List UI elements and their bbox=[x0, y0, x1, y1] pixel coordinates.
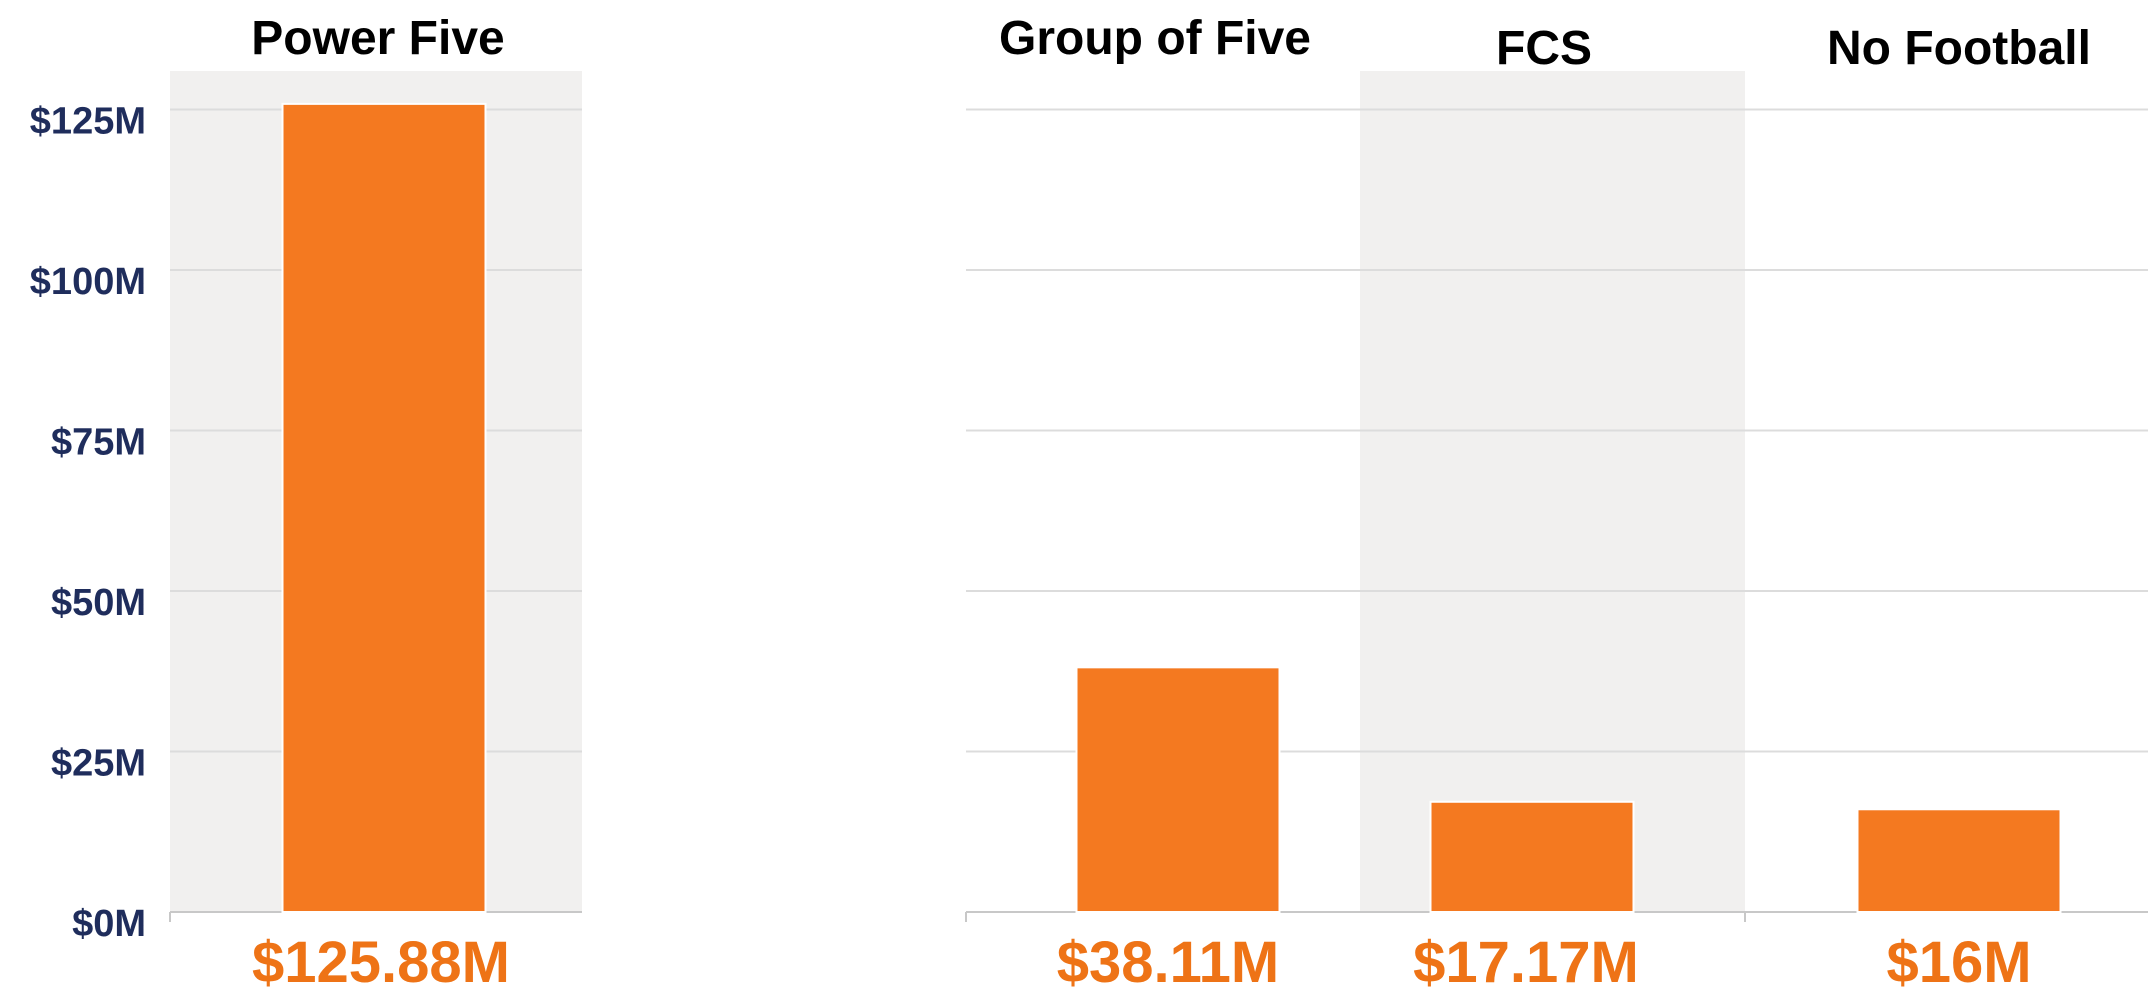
panel-title: Power Five bbox=[251, 12, 504, 65]
y-tick-label: $50M bbox=[51, 582, 146, 624]
value-label: $125.88M bbox=[252, 930, 510, 995]
y-tick-label: $0M bbox=[72, 903, 146, 945]
bar bbox=[1075, 666, 1281, 913]
y-tick-label: $75M bbox=[51, 422, 146, 464]
panel-title: No Football bbox=[1827, 22, 2091, 75]
bar bbox=[281, 102, 487, 913]
y-tick-label: $125M bbox=[30, 101, 146, 143]
value-label: $17.17M bbox=[1413, 930, 1639, 995]
panel-background bbox=[1360, 71, 1745, 912]
bar bbox=[1856, 808, 2062, 914]
panel-title: FCS bbox=[1496, 22, 1592, 75]
bar bbox=[1429, 800, 1635, 914]
y-tick-label: $25M bbox=[51, 743, 146, 785]
value-label: $16M bbox=[1886, 930, 2031, 995]
y-tick-label: $100M bbox=[30, 261, 146, 303]
value-label: $38.11M bbox=[1057, 930, 1280, 995]
panel-title: Group of Five bbox=[999, 12, 1311, 65]
